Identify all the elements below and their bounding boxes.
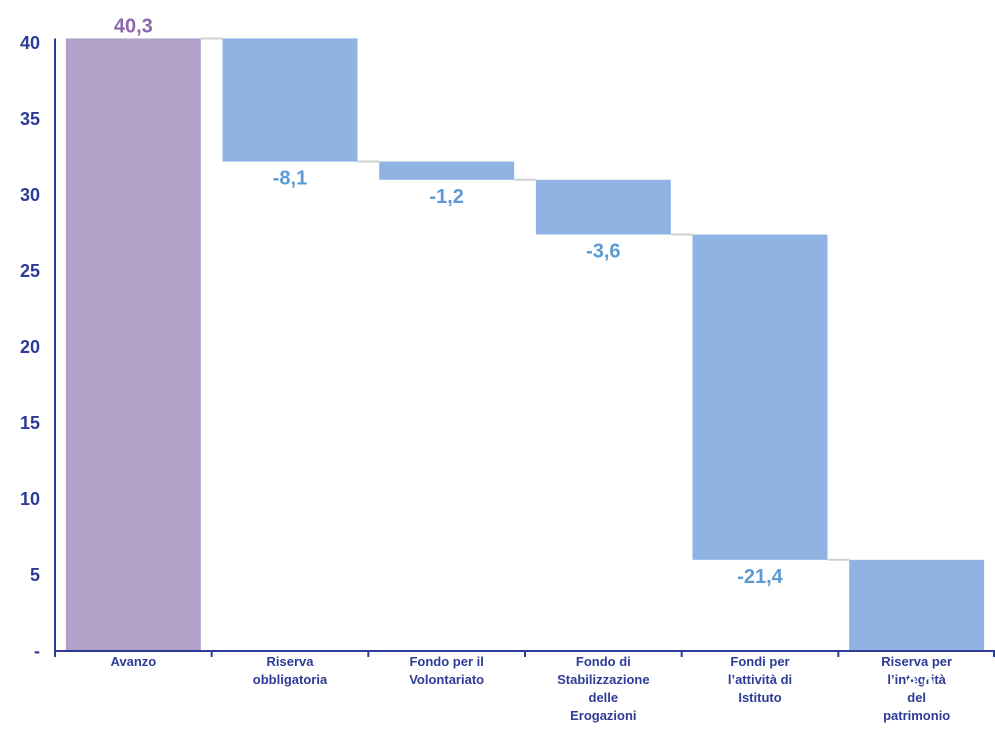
data-label: -6,0 [899,674,933,696]
y-tick-label: 15 [20,413,40,433]
connector-lines [200,37,850,561]
bar-decrease [849,559,985,651]
bars [65,38,985,651]
category-label: Fondo per il Volontariato [409,654,484,687]
y-tick-label: 10 [20,489,40,509]
y-tick-label: 40 [20,33,40,53]
data-label: -21,4 [737,566,783,588]
data-labels: 40,3 -8,1 -1,2 -3,6 -21,4 -6,0 [114,15,934,696]
y-tick-label: 30 [20,185,40,205]
y-tick-label: 35 [20,109,40,129]
bar-total [65,38,201,651]
category-label: Avanzo [110,654,156,669]
category-label: Fondo di Stabilizzazione delle Erogazioni [557,654,649,723]
bar-decrease [692,234,828,560]
category-label: Fondi per l’attività di Istituto [728,654,792,705]
axes [54,38,995,657]
y-tick-label: - [34,641,40,661]
data-label: -1,2 [429,186,463,208]
bar-decrease [535,179,671,235]
category-label: Riserva obbligatoria [253,654,328,687]
y-tick-label: 20 [20,337,40,357]
y-tick-label: 25 [20,261,40,281]
y-tick-label: 5 [30,565,40,585]
category-labels: Avanzo Riserva obbligatoria Fondo per il Vol… [110,654,952,723]
y-tick-labels: - 5 10 15 20 25 30 35 40 [20,33,40,661]
data-label: -8,1 [273,168,307,190]
bar-decrease [222,38,358,162]
data-label: 40,3 [114,15,153,37]
bar-decrease [379,161,515,180]
category-label: Riserva per l’integrità del patrimonio [881,654,952,723]
data-label: -3,6 [586,241,620,263]
